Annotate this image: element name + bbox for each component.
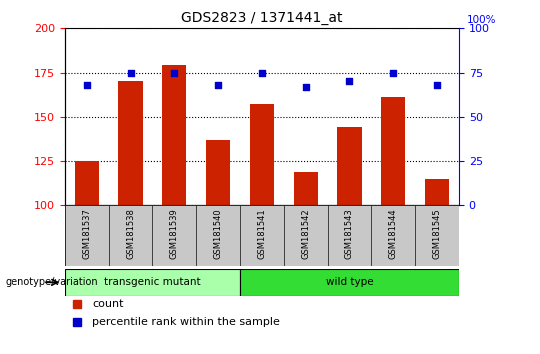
FancyBboxPatch shape bbox=[284, 205, 328, 266]
Text: GSM181537: GSM181537 bbox=[82, 208, 91, 259]
Point bbox=[345, 79, 354, 84]
FancyBboxPatch shape bbox=[152, 205, 196, 266]
Bar bbox=[381, 97, 406, 205]
Point bbox=[126, 70, 135, 75]
Point bbox=[389, 70, 397, 75]
Bar bbox=[75, 161, 99, 205]
Text: GSM181543: GSM181543 bbox=[345, 208, 354, 259]
Text: GSM181538: GSM181538 bbox=[126, 208, 135, 259]
FancyBboxPatch shape bbox=[109, 205, 152, 266]
Text: GSM181541: GSM181541 bbox=[258, 208, 266, 259]
Bar bbox=[162, 65, 186, 205]
Text: genotype/variation: genotype/variation bbox=[5, 277, 98, 287]
Bar bbox=[206, 140, 230, 205]
FancyBboxPatch shape bbox=[415, 205, 459, 266]
FancyBboxPatch shape bbox=[240, 269, 459, 296]
Point bbox=[433, 82, 441, 88]
Point bbox=[83, 82, 91, 88]
FancyBboxPatch shape bbox=[65, 205, 109, 266]
Text: GSM181544: GSM181544 bbox=[389, 208, 398, 259]
Bar bbox=[294, 172, 318, 205]
Bar bbox=[250, 104, 274, 205]
Bar bbox=[338, 127, 362, 205]
Title: GDS2823 / 1371441_at: GDS2823 / 1371441_at bbox=[181, 11, 343, 24]
FancyBboxPatch shape bbox=[196, 205, 240, 266]
Text: GSM181545: GSM181545 bbox=[433, 208, 442, 259]
Point bbox=[214, 82, 222, 88]
FancyBboxPatch shape bbox=[65, 269, 240, 296]
Point bbox=[170, 70, 179, 75]
Text: GSM181539: GSM181539 bbox=[170, 208, 179, 259]
Text: GSM181542: GSM181542 bbox=[301, 208, 310, 259]
Point bbox=[301, 84, 310, 90]
Text: transgenic mutant: transgenic mutant bbox=[104, 277, 201, 287]
Text: 100%: 100% bbox=[467, 15, 496, 25]
Text: percentile rank within the sample: percentile rank within the sample bbox=[92, 317, 280, 327]
Bar bbox=[425, 179, 449, 205]
Bar bbox=[118, 81, 143, 205]
Text: wild type: wild type bbox=[326, 277, 373, 287]
FancyBboxPatch shape bbox=[240, 205, 284, 266]
FancyBboxPatch shape bbox=[372, 205, 415, 266]
Text: GSM181540: GSM181540 bbox=[214, 208, 222, 259]
Point bbox=[258, 70, 266, 75]
Text: count: count bbox=[92, 299, 124, 309]
FancyBboxPatch shape bbox=[328, 205, 372, 266]
